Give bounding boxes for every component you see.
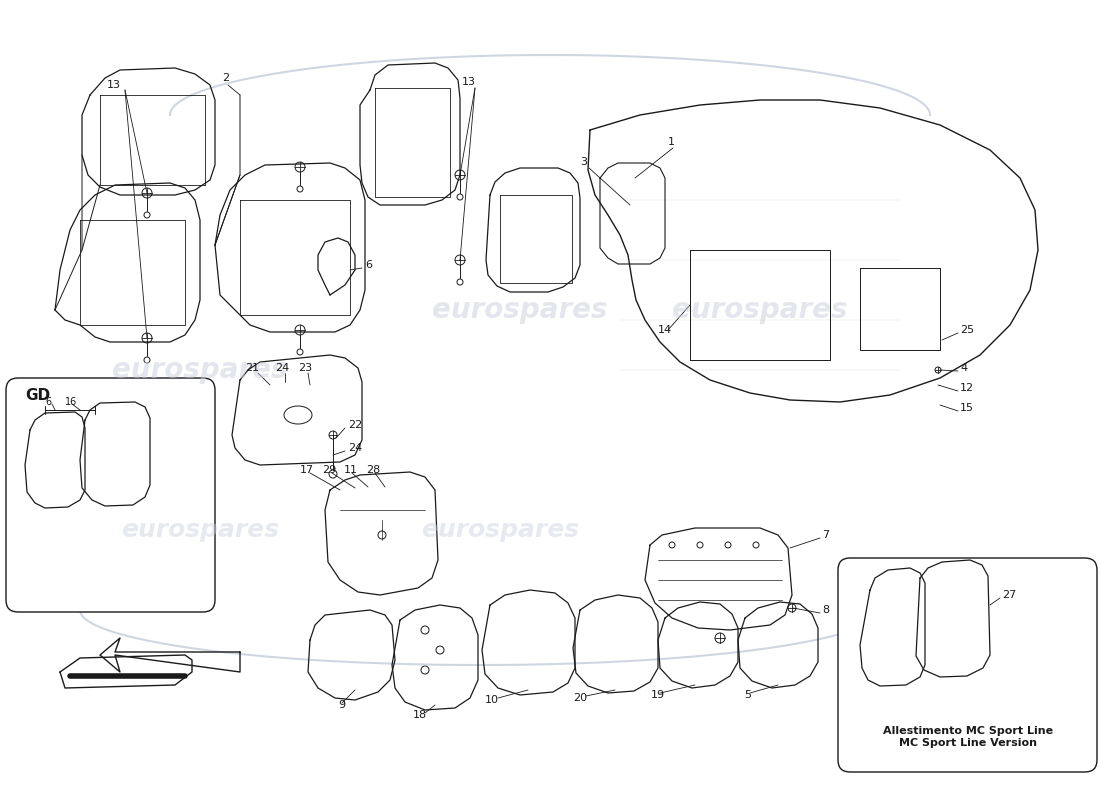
Text: 24: 24 [348, 443, 362, 453]
Text: eurospares: eurospares [672, 296, 848, 324]
FancyBboxPatch shape [6, 378, 214, 612]
Text: 9: 9 [339, 700, 345, 710]
Text: 7: 7 [822, 530, 829, 540]
Text: 6: 6 [45, 397, 51, 407]
Text: 29: 29 [322, 465, 337, 475]
Text: 8: 8 [822, 605, 829, 615]
Text: 3: 3 [580, 157, 587, 167]
Text: 18: 18 [412, 710, 427, 720]
Text: 13: 13 [462, 77, 476, 87]
Text: eurospares: eurospares [121, 518, 279, 542]
Text: 27: 27 [1002, 590, 1016, 600]
Text: 23: 23 [298, 363, 312, 373]
Text: 19: 19 [651, 690, 666, 700]
Text: 20: 20 [573, 693, 587, 703]
Text: 2: 2 [222, 73, 229, 83]
Text: 17: 17 [300, 465, 315, 475]
Text: 10: 10 [485, 695, 499, 705]
Text: 12: 12 [960, 383, 975, 393]
Text: eurospares: eurospares [432, 296, 607, 324]
Text: eurospares: eurospares [421, 518, 579, 542]
Text: 25: 25 [960, 325, 975, 335]
Text: 6: 6 [365, 260, 372, 270]
Text: 15: 15 [960, 403, 974, 413]
Text: 4: 4 [960, 363, 967, 373]
Text: 1: 1 [668, 137, 675, 147]
Text: 5: 5 [745, 690, 751, 700]
Text: GD: GD [25, 387, 51, 402]
Text: Allestimento MC Sport Line
MC Sport Line Version: Allestimento MC Sport Line MC Sport Line… [883, 726, 1053, 748]
FancyBboxPatch shape [838, 558, 1097, 772]
Text: 24: 24 [275, 363, 289, 373]
Text: 16: 16 [65, 397, 77, 407]
Text: 11: 11 [344, 465, 358, 475]
Text: 13: 13 [107, 80, 121, 90]
Text: 22: 22 [348, 420, 362, 430]
Text: 14: 14 [658, 325, 672, 335]
Text: 28: 28 [366, 465, 381, 475]
Text: 21: 21 [245, 363, 260, 373]
Text: eurospares: eurospares [112, 356, 288, 384]
